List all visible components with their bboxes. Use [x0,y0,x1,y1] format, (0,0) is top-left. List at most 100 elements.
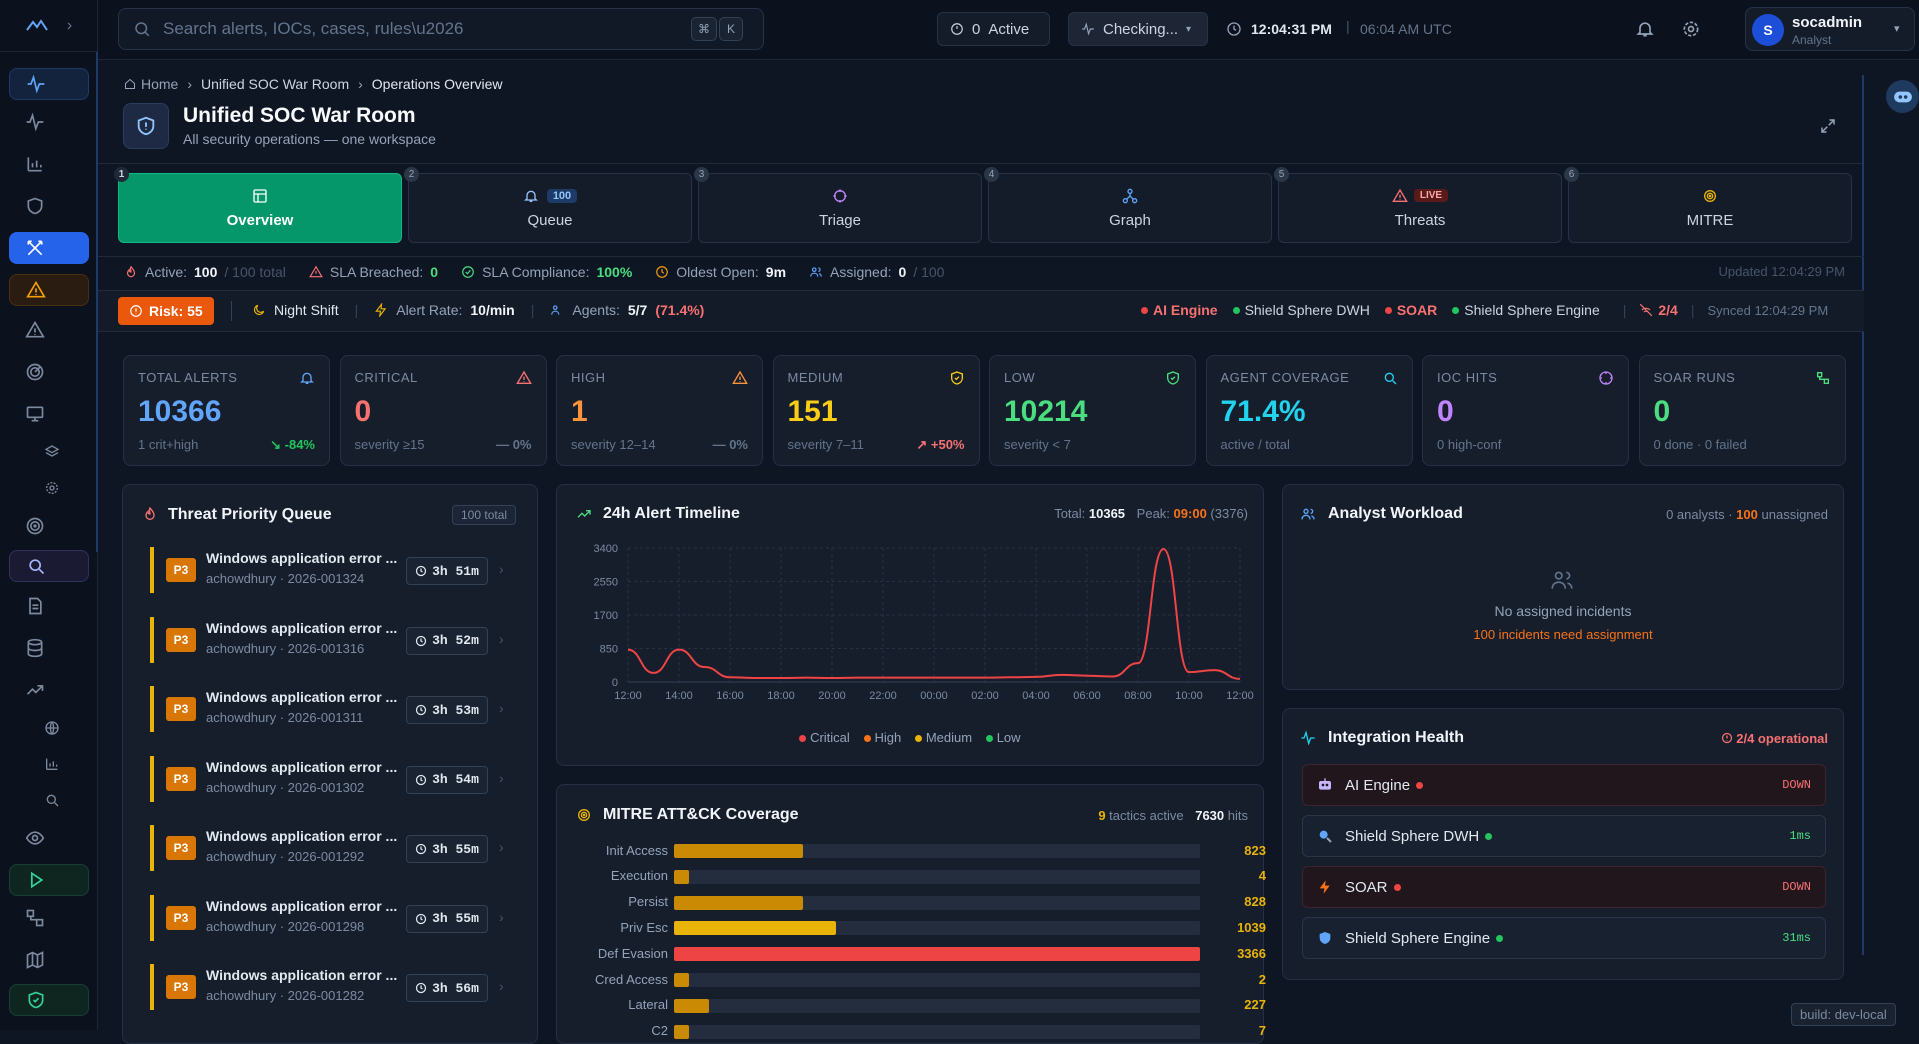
sidebar-item-documents[interactable] [9,590,89,622]
metric-card[interactable]: IOC HITS 0 0 high-conf [1422,355,1629,466]
play-icon [31,871,44,889]
bell-icon[interactable] [1635,19,1655,39]
chevron-right-icon: › [499,769,504,786]
tactic-bar-track [674,895,1200,910]
sidebar-item-threat-intel[interactable] [9,356,89,388]
integration-name: SOAR [1345,878,1388,896]
workload-need-assignment[interactable]: 100 incidents need assignment [1473,627,1653,642]
sidebar-item-monitor[interactable] [9,106,89,138]
sidebar-item-visibility[interactable] [9,822,89,854]
sidebar-item-warroom[interactable] [9,232,89,264]
expand-sidebar-icon[interactable]: › [66,16,73,34]
mitre-row[interactable]: Execution 4 [574,866,1266,886]
separator [231,301,232,321]
sidebar-item-incidents[interactable] [9,314,89,346]
x-tick-label: 18:00 [767,690,795,702]
queue-item-meta: achowdhury · 2026-001311 [206,710,364,725]
queue-item[interactable]: P3 Windows application error ... achowdhur… [150,616,516,663]
mitre-row[interactable]: Persist 828 [574,892,1266,912]
mitre-row[interactable]: Init Access 823 [574,840,1266,860]
tab-triage[interactable]: 3 Triage [694,167,982,243]
metric-card[interactable]: LOW 10214 severity < 7 [989,355,1196,466]
workload-title: Analyst Workload [1328,505,1463,522]
sidebar-item-endpoints[interactable] [9,398,89,430]
health-check-dropdown[interactable]: Checking... ▾ [1068,12,1208,46]
alert-rate-label: Alert Rate: [396,302,463,318]
sidebar-item-alerts[interactable] [9,274,89,306]
mitre-row[interactable]: C2 7 [574,1021,1266,1041]
tab-queue[interactable]: 2 100 Queue [404,167,692,243]
expand-icon[interactable] [1819,117,1837,135]
search-input[interactable]: Search alerts, IOCs, cases, rules\u2026 … [118,8,764,50]
bar-chart-icon [27,157,42,172]
metric-card[interactable]: AGENT COVERAGE 71.4% active / total [1205,355,1413,466]
user-role: Analyst [1792,33,1832,47]
tab-graph[interactable]: 4 Graph [984,167,1272,243]
sidebar-item-workflows[interactable] [9,902,89,934]
mitre-row[interactable]: Cred Access 2 [574,969,1266,989]
queue-item[interactable]: P3 Windows application error ... achowdhur… [150,755,516,802]
series-line-critical [627,547,1241,680]
wifi-off-icon [1640,303,1653,317]
sidebar-item-stats[interactable] [9,748,89,780]
metric-card[interactable]: TOTAL ALERTS 10366 1 crit+high ↘ -84% [123,355,330,466]
sidebar-item-compliance[interactable] [9,984,89,1016]
tab-threats[interactable]: 5 LIVE Threats [1274,167,1562,243]
queue-item[interactable]: P3 Windows application error ... achowdhur… [150,964,516,1010]
user-menu[interactable]: S socadmin Analyst ▾ [1745,7,1915,51]
tactic-label: Priv Esc [620,919,668,935]
engines-operational: 2/4 [1658,302,1678,318]
queue-item[interactable]: P3 Windows application error ... achowdhur… [150,894,516,941]
queue-item[interactable]: P3 Windows application error ... achowdhur… [150,686,516,732]
tactic-bar [674,895,804,910]
breadcrumb-home[interactable]: Home [141,76,179,92]
metric-card[interactable]: SOAR RUNS 0 0 done · 0 failed [1638,355,1846,466]
sidebar-item-hunt[interactable] [9,550,89,582]
timeline-title: 24h Alert Timeline [603,505,740,522]
active-indicator[interactable]: 0 Active [937,12,1050,46]
content-scrollbar[interactable] [1862,75,1864,955]
engine-ai: AI Engine [1153,302,1218,318]
sidebar-item-playbooks[interactable] [9,864,89,896]
queue-item[interactable]: P3 Windows application error ... achowdhur… [150,547,516,593]
tab-overview[interactable]: 1 Overview [114,167,402,243]
sidebar-item-security[interactable] [9,190,89,222]
sidebar-item-map[interactable] [9,944,89,976]
risk-badge[interactable]: Risk: 55 [118,297,214,325]
sidebar-item-search-sub[interactable] [9,784,89,816]
build-tag: build: dev-local [1791,1003,1896,1026]
mitre-row[interactable]: Lateral 227 [574,995,1266,1015]
sidebar-item-targets[interactable] [9,510,89,542]
sidebar-item-database[interactable] [9,632,89,664]
gear-icon[interactable] [1681,19,1701,39]
activity-icon [26,112,44,132]
synced-time: Synced 12:04:29 PM [1707,302,1829,318]
clock-icon [415,704,427,716]
sidebar-item-layers[interactable] [9,436,89,468]
mitre-row[interactable]: Def Evasion 3366 [574,943,1266,963]
integration-soar[interactable]: SOAR DOWN [1302,866,1826,908]
metric-sub: severity 7–11 [787,437,864,452]
search-placeholder: Search alerts, IOCs, cases, rules\u2026 [163,19,464,38]
engine-soar: SOAR [1396,302,1438,318]
legend-critical: Critical [799,730,850,745]
priority-badge: P3 [166,975,196,999]
breadcrumb-section[interactable]: Unified SOC War Room [201,76,350,92]
sidebar-item-settings-sub[interactable] [9,472,89,504]
sidebar-item-trends[interactable] [9,674,89,706]
metric-card[interactable]: HIGH 1 severity 12–14 — 0% [556,355,763,466]
mitre-row[interactable]: Priv Esc 1039 [574,917,1266,937]
tab-mitre[interactable]: 6 MITRE [1564,167,1852,243]
integration-shield-dwh[interactable]: Shield Sphere DWH 1ms [1302,815,1826,857]
integration-ai-engine[interactable]: AI Engine DOWN [1302,764,1826,806]
shield-alert-icon [137,116,155,136]
queue-item[interactable]: P3 Windows application error ... achowdhur… [150,825,516,871]
engine-shield: Shield Sphere Engine [1464,302,1600,318]
sidebar-item-activity[interactable] [9,68,89,100]
integration-shield-engine[interactable]: Shield Sphere Engine 31ms [1302,917,1826,959]
assistant-button[interactable] [1886,80,1919,113]
sidebar-item-globe[interactable] [9,712,89,744]
sidebar-item-reports[interactable] [9,148,89,180]
metric-card[interactable]: CRITICAL 0 severity ≥15 — 0% [339,355,547,466]
metric-card[interactable]: MEDIUM 151 severity 7–11 ↗ +50% [772,355,980,466]
